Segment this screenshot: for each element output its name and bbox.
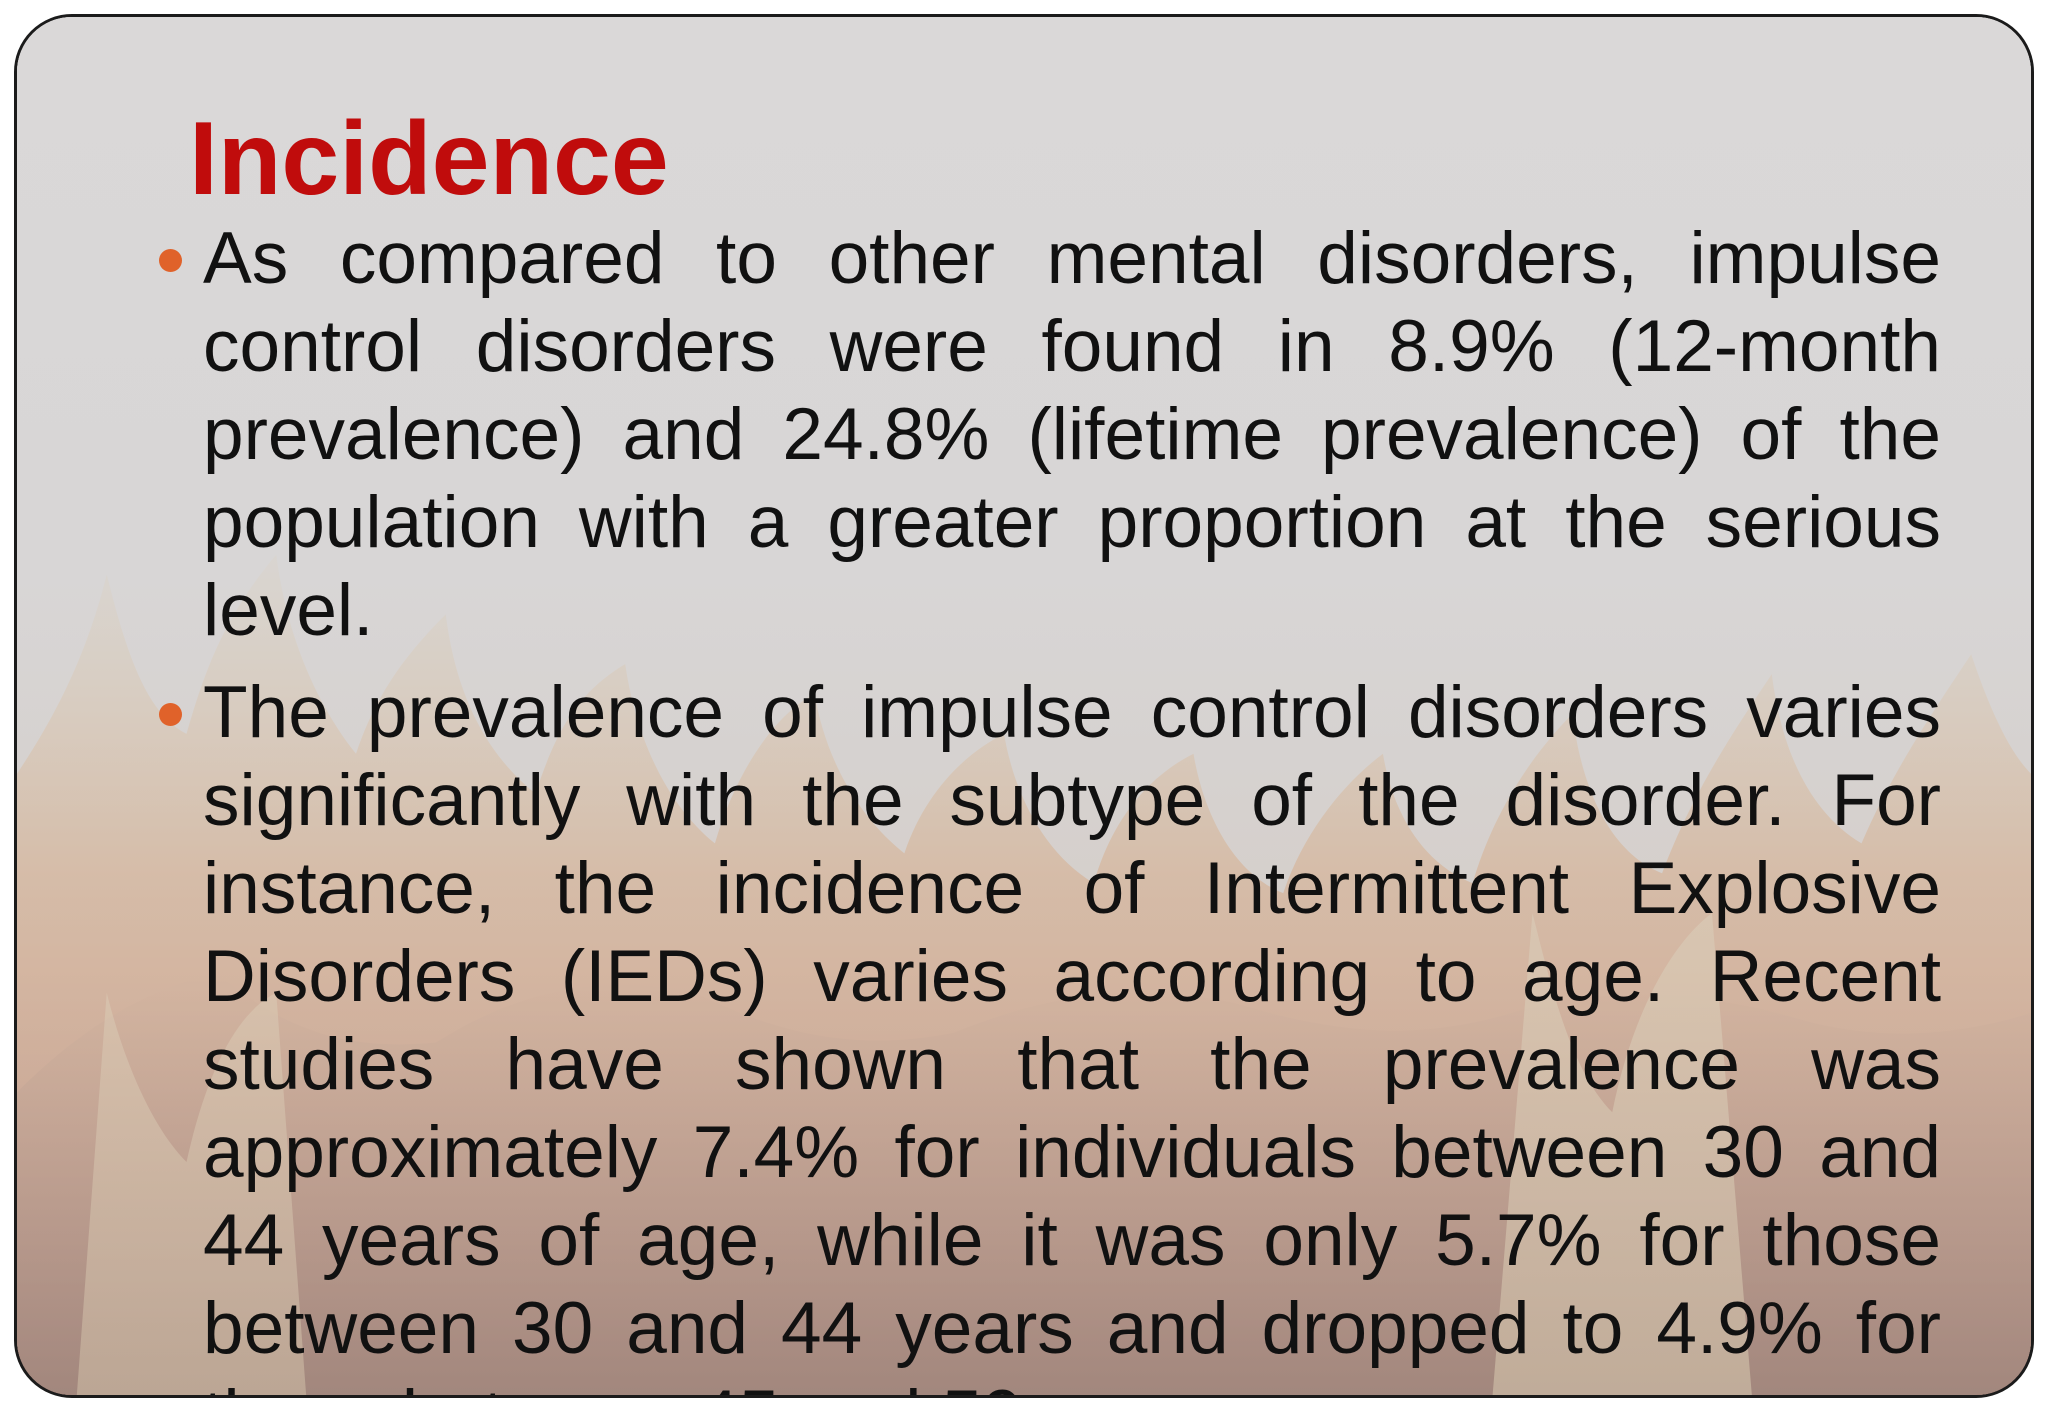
bullet-item: As compared to other mental disorders, i… (159, 215, 1941, 655)
orange-dot-bullet-icon (159, 249, 182, 272)
bullet-text: As compared to other mental disorders, i… (203, 218, 1941, 651)
bullet-item: The prevalence of impulse control disord… (159, 669, 1941, 1395)
bullet-text: The prevalence of impulse control disord… (203, 672, 1941, 1395)
frosted-overlay (17, 17, 2031, 1395)
slide: Incidence As compared to other mental di… (14, 14, 2034, 1398)
slide-content: Incidence As compared to other mental di… (17, 17, 2031, 1395)
orange-dot-bullet-icon (159, 703, 182, 726)
bullet-list: As compared to other mental disorders, i… (159, 215, 1941, 1395)
slide-title: Incidence (189, 101, 669, 217)
